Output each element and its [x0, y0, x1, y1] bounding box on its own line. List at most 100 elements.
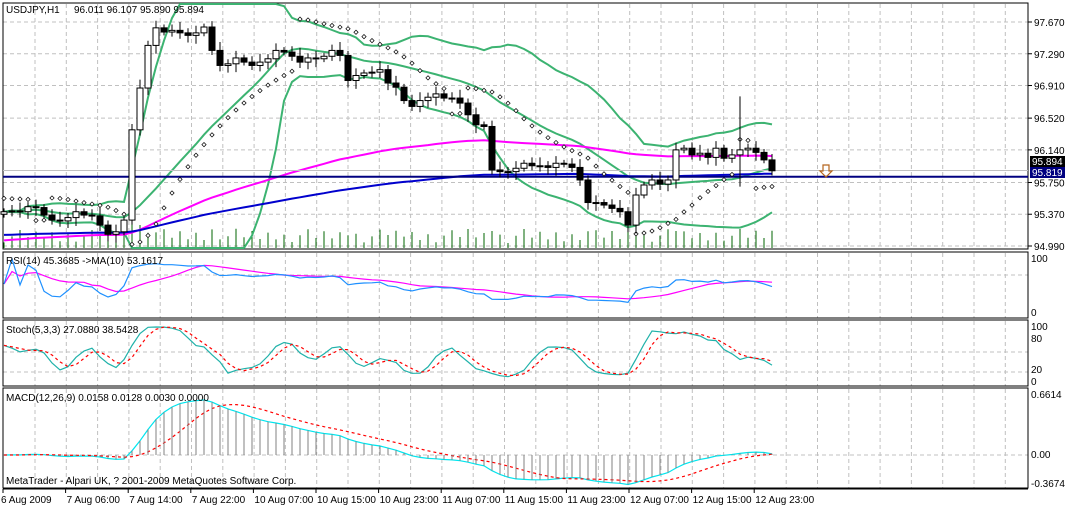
rsi-pane[interactable] — [2, 251, 1029, 319]
sar-dot — [57, 195, 63, 202]
candle-bear — [400, 86, 408, 102]
sar-dot — [249, 93, 255, 100]
candle-bear — [616, 207, 624, 213]
sar-dot — [441, 85, 447, 92]
candle-bear — [40, 207, 48, 216]
sar-dot — [521, 116, 527, 122]
stoch-pane[interactable] — [2, 319, 1029, 387]
sar-dot — [329, 22, 335, 29]
price-tick-label: 95.370 — [1034, 210, 1065, 221]
macd-main-line — [3, 399, 773, 486]
sar-dot — [577, 151, 583, 157]
sar-dot — [393, 49, 399, 55]
candle-bull — [72, 211, 80, 219]
candle-bull — [680, 147, 688, 151]
time-tick-label: 12 Aug 23:00 — [755, 495, 814, 506]
candle-bull — [712, 147, 720, 158]
candle-bull — [512, 167, 520, 173]
sar-dot — [545, 135, 551, 141]
candle-bear — [496, 169, 504, 173]
time-tick-label: 11 Aug 07:00 — [442, 495, 501, 506]
sar-dot — [65, 196, 71, 203]
sar-dot — [633, 231, 639, 237]
macd-tick-zero: 0.00 — [1031, 450, 1051, 461]
price-tick-label: 96.910 — [1034, 82, 1065, 93]
candle-bear — [440, 93, 448, 99]
stoch-signal-line — [3, 326, 773, 377]
stoch-label: Stoch(5,3,3) 27.0880 38.5428 — [6, 325, 139, 336]
stoch-main-line — [3, 326, 773, 378]
sar-dot — [305, 17, 311, 23]
sar-dot — [137, 239, 143, 245]
sar-dot — [353, 29, 359, 35]
sar-dot — [73, 198, 79, 204]
candle-bull — [0, 211, 8, 215]
sar-dot — [297, 16, 303, 22]
sar-dot — [177, 176, 183, 182]
candle-bull — [592, 202, 600, 205]
sar-dot — [361, 34, 367, 40]
macd-tick-min: -0.3674 — [1031, 479, 1065, 490]
candle-bull — [152, 27, 160, 46]
sar-dot — [481, 87, 487, 94]
candle-bull — [272, 49, 280, 60]
stoch-tick-20: 20 — [1031, 365, 1043, 376]
candle-bear — [752, 147, 760, 153]
candle-bear — [288, 51, 296, 57]
macd-signal-line — [4, 403, 773, 483]
candle-bear — [576, 166, 584, 181]
time-tick-label: 12 Aug 15:00 — [693, 495, 752, 506]
rsi-line — [3, 256, 773, 303]
candle-bear — [96, 215, 104, 226]
sar-dot — [17, 196, 23, 202]
candle-bull — [664, 179, 672, 185]
sar-dot — [657, 225, 663, 231]
macd-pane[interactable] — [2, 387, 1029, 489]
time-tick-label: 7 Aug 14:00 — [129, 495, 183, 506]
candle-bull — [368, 71, 376, 74]
sar-dot — [185, 164, 191, 170]
sell-arrow-icon[interactable] — [818, 164, 834, 178]
price-tick-label: 96.140 — [1034, 146, 1065, 157]
sar-dot — [217, 123, 223, 129]
candle-bull — [120, 219, 128, 233]
candle-bear — [392, 82, 400, 88]
main-pane[interactable] — [2, 2, 1029, 250]
sar-dot — [625, 189, 631, 195]
candle-bull — [744, 147, 752, 151]
candle-bull — [432, 93, 440, 98]
sar-dot — [241, 100, 247, 106]
candle-bull — [328, 49, 336, 57]
sar-dot — [617, 183, 623, 190]
rsi-tick-100: 100 — [1031, 254, 1048, 265]
candle-bull — [192, 32, 200, 36]
price-tick-label: 97.670 — [1034, 18, 1065, 29]
candle-bear — [48, 214, 56, 221]
rsi-label: RSI(14) 45.3685 ->MA(10) 53.1617 — [6, 256, 163, 267]
candle-bull — [448, 97, 456, 100]
sar-dot — [553, 139, 559, 146]
price-axis: 97.670 97.290 96.910 96.520 96.140 95.750 95.3… — [1028, 18, 1065, 253]
bid-price-label: 95.894 — [1032, 157, 1063, 168]
candle-bear — [584, 179, 592, 204]
candle-bear — [296, 55, 304, 63]
candle-bull — [168, 29, 176, 33]
candle-bull — [416, 100, 424, 107]
sar-dot — [209, 132, 215, 138]
candle-bear — [248, 61, 256, 66]
candle-bull — [256, 61, 264, 66]
candle-bull — [424, 96, 432, 102]
sar-dot — [673, 216, 679, 222]
candle-bear — [608, 204, 616, 209]
sar-dot — [473, 86, 479, 92]
sar-dot — [161, 205, 167, 211]
sar-dot — [345, 26, 351, 32]
sar-dot — [665, 220, 671, 226]
price-tick-label: 94.990 — [1034, 242, 1065, 253]
moving-average-fast — [3, 139, 773, 242]
sar-dot — [313, 19, 319, 25]
candle-bull — [200, 26, 208, 34]
candle-bull — [640, 184, 648, 196]
candle-bear — [560, 162, 568, 165]
